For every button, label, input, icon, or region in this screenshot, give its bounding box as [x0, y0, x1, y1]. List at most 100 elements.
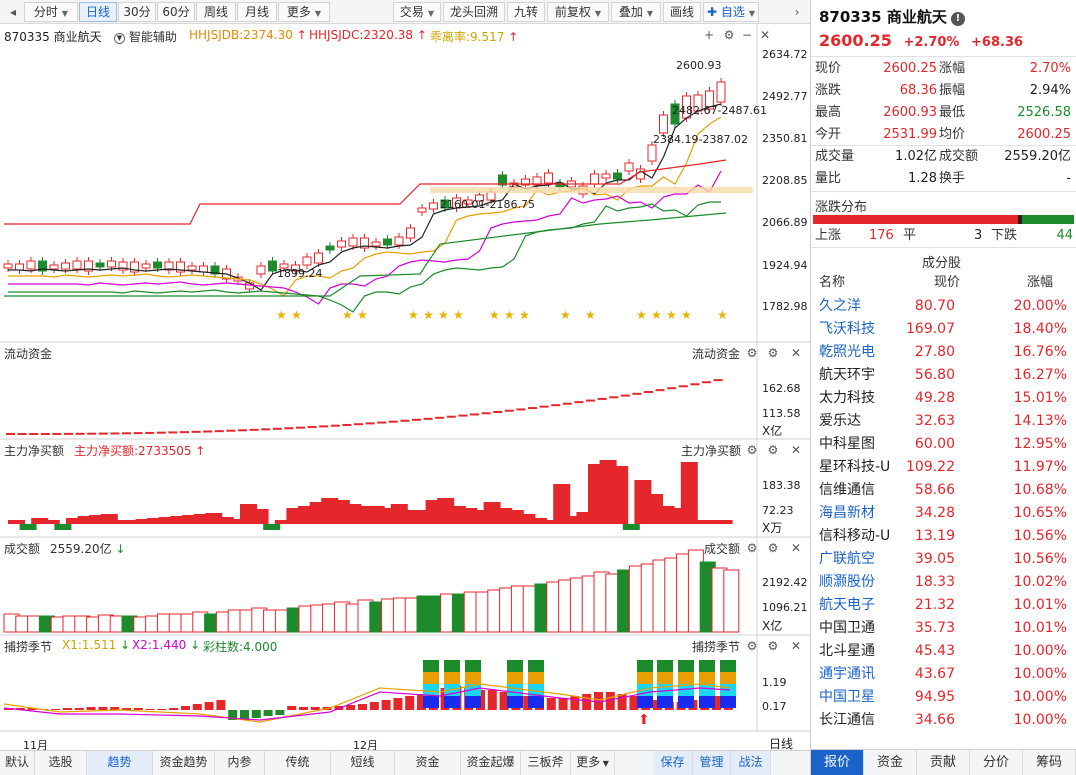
settings-icon[interactable]: ⚙	[767, 639, 779, 653]
flow-panel-title-right: 流动资金	[692, 347, 741, 361]
gear-icon[interactable]: ⚙	[746, 443, 758, 457]
indicator-tabs: 默认 选股 趋势 资金趋势 内参 传统 短线 资金 资金起爆 三板斧 更多 ▼ 保存 管理 战法	[0, 750, 810, 775]
bottom-tab-9[interactable]: 三板斧	[521, 751, 571, 775]
toolbar-button-2[interactable]: 30分	[118, 2, 156, 22]
kline-chart[interactable]: ★ ★ ★ ★ ★ ★ ★ ★ ★ ★ ★ ★ ★ ★ ★ ★ ★ ★ ⬆	[0, 24, 810, 750]
ma30-line	[8, 201, 721, 313]
candle	[38, 260, 47, 272]
bottom-tab-6[interactable]: 短线	[331, 751, 395, 775]
member-row[interactable]: 信维通信 58.66 10.68%	[819, 482, 1067, 498]
minimize-icon[interactable]: −	[741, 28, 753, 42]
close-icon[interactable]: ✕	[759, 28, 771, 42]
bottom-tab-0[interactable]: 默认	[0, 751, 35, 775]
toolbar-right-button-4[interactable]: 叠加 ▼	[611, 2, 661, 22]
quote-tab-3[interactable]: 分价	[970, 750, 1023, 775]
flow-bar	[388, 420, 398, 423]
add-icon[interactable]: +	[703, 28, 715, 42]
toolbar-right-button-5[interactable]: 画线	[663, 2, 701, 22]
candle	[659, 114, 668, 134]
quote-tab-0[interactable]: 报价	[811, 750, 864, 775]
season-axis-top: 1.19	[762, 676, 787, 689]
net-bar	[112, 520, 130, 524]
toolbar-right-button-1[interactable]: 龙头回溯	[443, 2, 505, 22]
bottom-tab-7[interactable]: 资金	[395, 751, 461, 775]
member-row[interactable]: 飞沃科技 169.07 18.40%	[819, 321, 1067, 337]
chevron-right-icon[interactable]: ›	[794, 5, 800, 19]
member-row[interactable]: 爱乐达 32.63 14.13%	[819, 413, 1067, 429]
flow-bar	[145, 431, 155, 434]
bottom-tab-12[interactable]: 管理	[693, 751, 731, 775]
vol-panel-title: 成交额	[4, 542, 41, 556]
close-icon[interactable]: ✕	[790, 639, 802, 653]
member-row[interactable]: 通宇通讯 43.67 10.00%	[819, 666, 1067, 682]
info-icon[interactable]: !	[950, 12, 965, 26]
toolbar-right-button-0[interactable]: 交易 ▼	[393, 2, 441, 22]
toolbar-button-1[interactable]: 日线	[79, 2, 117, 22]
bottom-tab-11[interactable]: 保存	[653, 751, 693, 775]
bottom-tab-13[interactable]: 战法	[731, 751, 771, 775]
flow-bar	[528, 407, 537, 410]
bottom-tab-3[interactable]: 资金趋势	[153, 751, 215, 775]
bottom-tab-8[interactable]: 资金起爆	[461, 751, 521, 775]
season-block	[699, 672, 715, 684]
gear-icon[interactable]: ⚙	[746, 639, 758, 653]
flow-bar	[539, 405, 549, 408]
member-row[interactable]: 广联航空 39.05 10.56%	[819, 551, 1067, 567]
season-block	[699, 696, 715, 708]
bottom-tab-5[interactable]: 传统	[265, 751, 331, 775]
toolbar-right-button-6[interactable]: ✚ 自选 ▼	[703, 2, 759, 22]
member-row[interactable]: 太力科技 49.28 15.01%	[819, 390, 1067, 406]
settings-icon[interactable]: ⚙	[767, 541, 779, 555]
close-icon[interactable]: ✕	[790, 346, 802, 360]
chevron-down-icon: ▼	[594, 9, 602, 18]
gear-icon[interactable]: ⚙	[723, 28, 735, 42]
member-row[interactable]: 海昌新材 34.28 10.65%	[819, 505, 1067, 521]
season-block	[678, 696, 694, 708]
settings-icon[interactable]: ⚙	[767, 346, 779, 360]
member-row[interactable]: 久之洋 80.70 20.00%	[819, 298, 1067, 314]
member-row[interactable]: 中国卫通 35.73 10.01%	[819, 620, 1067, 636]
toolbar-right-button-2[interactable]: 九转	[507, 2, 545, 22]
season-bar	[310, 707, 320, 710]
bottom-tab-2[interactable]: 趋势	[87, 751, 153, 775]
member-row[interactable]: 乾照光电 27.80 16.76%	[819, 344, 1067, 360]
toolbar-button-6[interactable]: 更多 ▼	[278, 2, 330, 22]
flow-bar	[226, 429, 236, 432]
star-icon: ★	[291, 308, 302, 322]
settings-icon[interactable]: ⚙	[767, 443, 779, 457]
close-icon[interactable]: ✕	[790, 443, 802, 457]
member-row[interactable]: 长江通信 34.66 10.00%	[819, 712, 1067, 728]
toolbar-button-4[interactable]: 周线	[196, 2, 236, 22]
back-icon[interactable]: ◂	[9, 5, 17, 19]
quote-tab-2[interactable]: 贡献	[917, 750, 970, 775]
toolbar-button-3[interactable]: 60分	[157, 2, 195, 22]
bottom-tab-1[interactable]: 选股	[35, 751, 87, 775]
gear-icon[interactable]: ⚙	[746, 541, 758, 555]
gear-icon[interactable]: ⚙	[746, 346, 758, 360]
member-row[interactable]: 中国卫星 94.95 10.00%	[819, 689, 1067, 705]
quote-tab-4[interactable]: 筹码	[1023, 750, 1076, 775]
member-row[interactable]: 信科移动-U 13.19 10.56%	[819, 528, 1067, 544]
bottom-tab-10[interactable]: 更多 ▼	[571, 751, 615, 775]
smart-assist-toggle[interactable]: ▼ 智能辅助	[114, 28, 177, 45]
chart-area[interactable]: ★ ★ ★ ★ ★ ★ ★ ★ ★ ★ ★ ★ ★ ★ ★ ★ ★ ★ ⬆ 870335 商业航天 ▼ 智能辅助 H…	[0, 24, 810, 752]
member-row[interactable]: 中科星图 60.00 12.95%	[819, 436, 1067, 452]
toolbar-button-0[interactable]: 分时 ▼	[24, 2, 78, 22]
season-bar	[617, 694, 627, 710]
member-row[interactable]: 航天电子 21.32 10.01%	[819, 597, 1067, 613]
member-row[interactable]: 星环科技-U 109.22 11.97%	[819, 459, 1067, 475]
quote-tab-1[interactable]: 资金	[864, 750, 917, 775]
season-bar	[558, 698, 568, 710]
net-bar	[77, 516, 95, 524]
season-bars: 彩柱数:4.000	[203, 640, 278, 654]
close-icon[interactable]: ✕	[790, 541, 802, 555]
toolbar-button-5[interactable]: 月线	[237, 2, 277, 22]
bottom-tab-4[interactable]: 内参	[215, 751, 265, 775]
flow-axis-top: 162.68	[762, 382, 801, 395]
member-row[interactable]: 北斗星通 45.43 10.00%	[819, 643, 1067, 659]
member-row[interactable]: 航天环宇 56.80 16.27%	[819, 367, 1067, 383]
flow-bar	[655, 389, 665, 392]
member-row[interactable]: 顺灏股份 18.33 10.02%	[819, 574, 1067, 590]
candle	[61, 262, 70, 270]
toolbar-right-button-3[interactable]: 前复权 ▼	[547, 2, 609, 22]
